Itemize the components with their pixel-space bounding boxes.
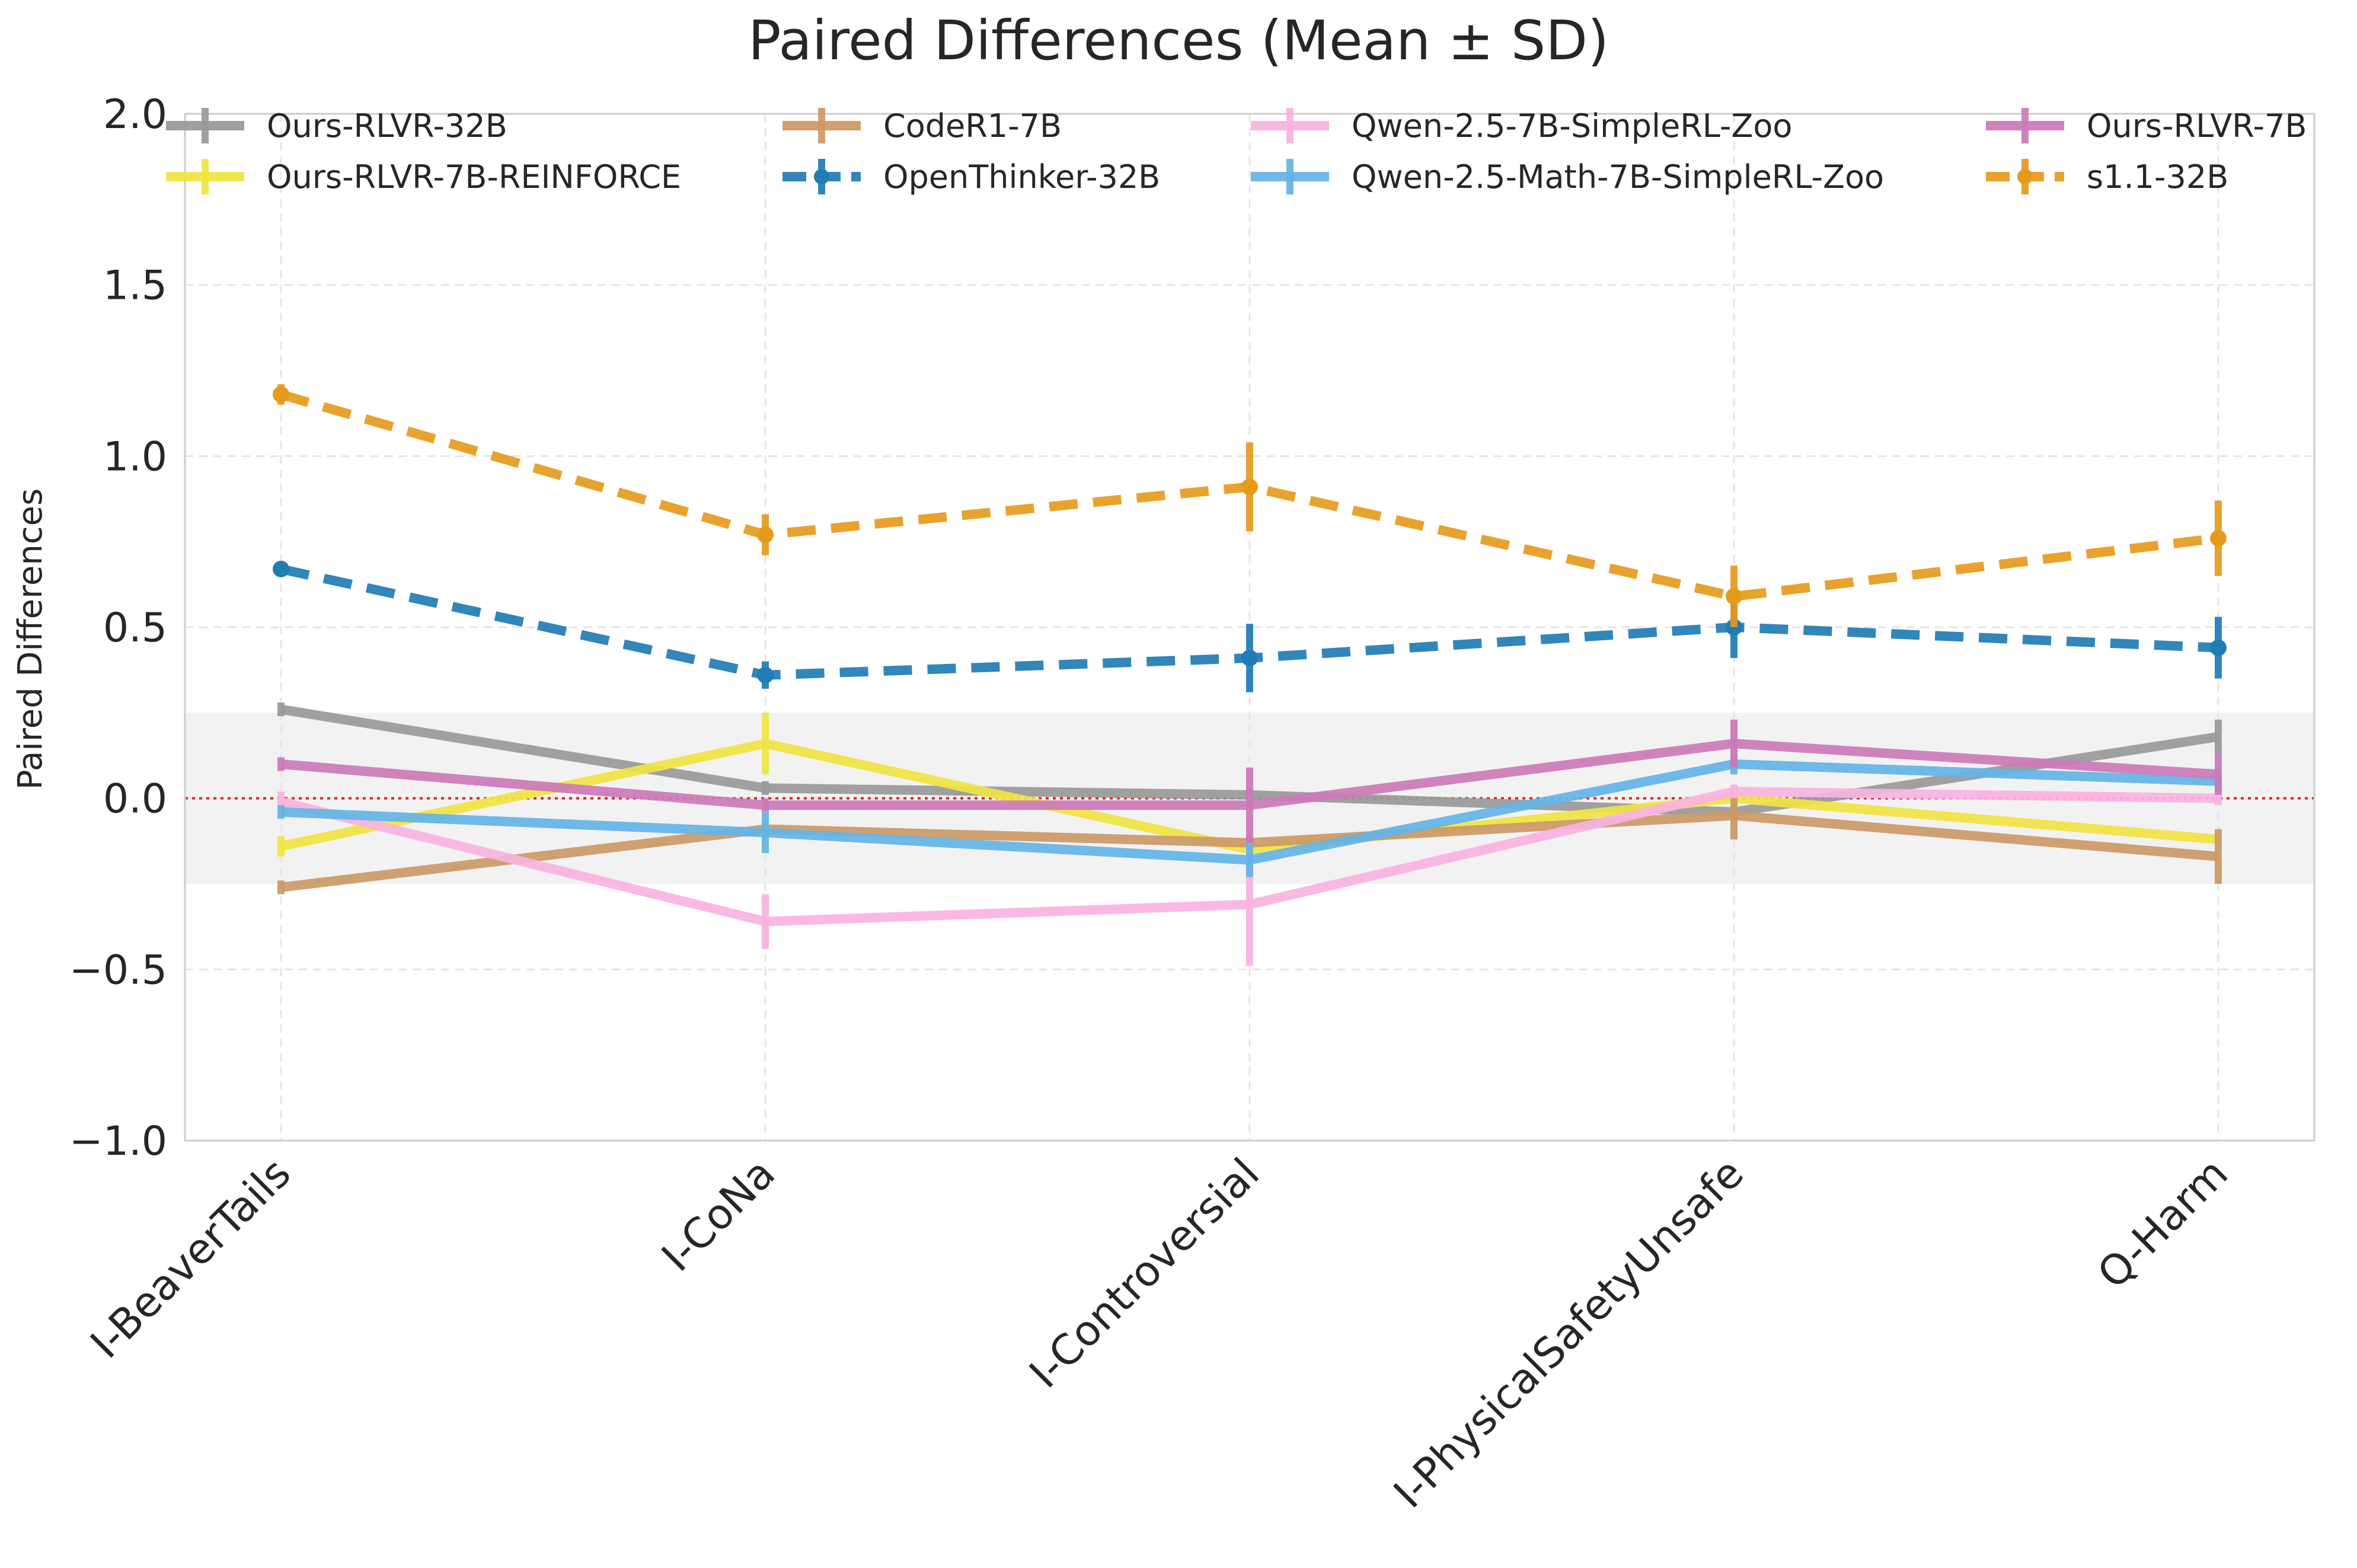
series-openthinker-32b: [273, 560, 2227, 692]
legend-marker-s1-1-32b: [2017, 169, 2033, 184]
y-tick-label-6: 2.0: [103, 91, 167, 138]
legend-marker-openthinker-32b: [814, 169, 829, 184]
y-tick-label-2: 0.0: [103, 776, 167, 823]
point-openthinker-32b-q-harm: [2210, 639, 2227, 656]
y-tick-label-0: −1.0: [69, 1118, 167, 1165]
y-tick-labels: −1.0 −0.5 0.0 0.5 1.0 1.5 2.0: [69, 91, 167, 1165]
axes-frame-layer: [184, 113, 2316, 1142]
legend-entry-qwen-2-5-math-7b-simplerl-zoo: Qwen-2.5-Math-7B-SimpleRL-Zoo: [1251, 158, 1884, 196]
legend-entry-ours-rlvr-32b: Ours-RLVR-32B: [166, 107, 507, 145]
point-s1-1-32b-i-beavertails: [273, 386, 289, 403]
y-tick-label-4: 1.0: [103, 433, 167, 480]
chart-title: Paired Differences (Mean ± SD): [748, 9, 1609, 72]
legend: Ours-RLVR-32B Ours-RLVR-7B-REINFORCE CodeR…: [166, 107, 2307, 196]
legend-label-ours-rlvr-32b: Ours-RLVR-32B: [267, 107, 507, 145]
legend-entry-s1-1-32b: s1.1-32B: [1986, 158, 2228, 196]
point-s1-1-32b-i-physicalsafetyunsafe: [1726, 588, 1742, 605]
y-tick-label-1: −0.5: [69, 947, 167, 994]
point-openthinker-32b-i-controversial: [1241, 649, 1258, 666]
legend-label-openthinker-32b: OpenThinker-32B: [883, 158, 1160, 196]
legend-label-qwen-2-5-math-7b-simplerl-zoo: Qwen-2.5-Math-7B-SimpleRL-Zoo: [1352, 158, 1884, 196]
legend-label-ours-rlvr-7b-reinforce: Ours-RLVR-7B-REINFORCE: [267, 158, 681, 196]
legend-entry-ours-rlvr-7b: Ours-RLVR-7B: [1986, 107, 2307, 145]
legend-label-qwen-2-5-7b-simplerl-zoo: Qwen-2.5-7B-SimpleRL-Zoo: [1352, 107, 1792, 145]
point-s1-1-32b-q-harm: [2210, 529, 2227, 547]
legend-entry-coder1-7b: CodeR1-7B: [783, 107, 1062, 145]
series-ours-rlvr-7b: [277, 719, 2222, 843]
y-tick-label-3: 0.5: [103, 605, 167, 652]
axes-frame: [184, 113, 2316, 1142]
y-tick-label-5: 1.5: [103, 263, 167, 309]
legend-entry-qwen-2-5-7b-simplerl-zoo: Qwen-2.5-7B-SimpleRL-Zoo: [1251, 107, 1792, 145]
y-axis-label: Paired Differences: [11, 488, 50, 790]
point-s1-1-32b-i-cona: [757, 526, 774, 544]
legend-entry-openthinker-32b: OpenThinker-32B: [783, 158, 1160, 196]
legend-entry-ours-rlvr-7b-reinforce: Ours-RLVR-7B-REINFORCE: [166, 158, 681, 196]
legend-label-s1-1-32b: s1.1-32B: [2087, 158, 2228, 196]
point-s1-1-32b-i-controversial: [1241, 478, 1258, 496]
legend-label-coder1-7b: CodeR1-7B: [883, 107, 1062, 145]
point-openthinker-32b-i-beavertails: [273, 560, 289, 577]
series-layer: [273, 384, 2227, 966]
legend-label-ours-rlvr-7b: Ours-RLVR-7B: [2087, 107, 2307, 145]
series-s1-1-32b: [273, 384, 2227, 627]
point-openthinker-32b-i-cona: [757, 666, 774, 684]
